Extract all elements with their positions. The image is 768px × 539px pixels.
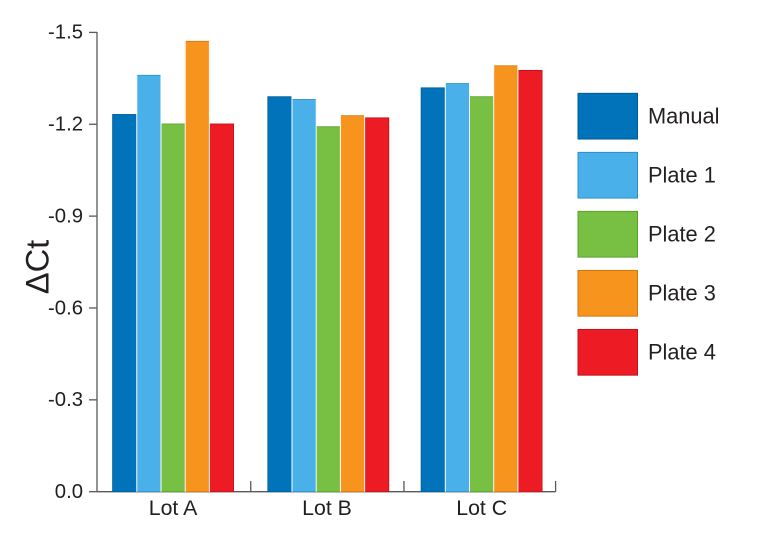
svg-text:0.0: 0.0 [55,481,83,503]
svg-text:-1.5: -1.5 [48,22,83,44]
svg-text:-0.6: -0.6 [48,297,83,319]
svg-text:Lot C: Lot C [456,496,507,520]
svg-text:Plate 4: Plate 4 [648,340,716,365]
svg-text:ΔCt: ΔCt [19,240,56,295]
svg-text:-1.2: -1.2 [48,114,83,136]
svg-text:Manual: Manual [648,104,720,129]
svg-text:Plate 3: Plate 3 [648,281,716,306]
svg-text:-0.3: -0.3 [48,389,83,411]
svg-text:Plate 1: Plate 1 [648,163,716,188]
svg-text:Lot A: Lot A [149,496,198,520]
svg-text:Lot B: Lot B [302,496,352,520]
svg-text:Plate 2: Plate 2 [648,222,716,247]
svg-text:-0.9: -0.9 [48,205,83,227]
